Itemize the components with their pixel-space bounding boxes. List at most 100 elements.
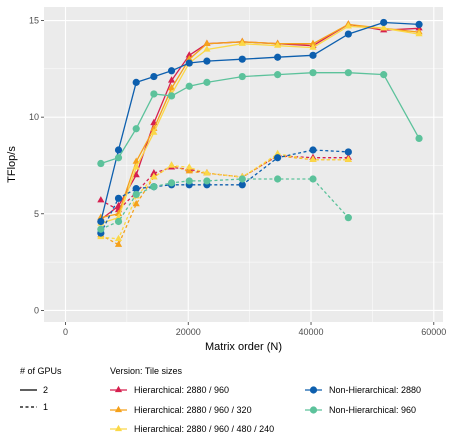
data-point [185, 177, 193, 185]
data-point [203, 45, 211, 52]
data-point [132, 78, 140, 86]
legend-linetype-label: 2 [43, 385, 48, 395]
data-point [309, 146, 317, 154]
x-tick-label: 40000 [299, 327, 324, 337]
data-point [380, 24, 388, 31]
data-point [132, 163, 140, 170]
data-point [97, 159, 105, 168]
data-point [415, 134, 423, 143]
legend: # of GPUs Version: Tile sizes 2 1 Hierarch… [20, 366, 421, 434]
legend-color-marker [309, 386, 318, 394]
data-point [274, 71, 282, 79]
data-point [185, 82, 193, 90]
data-point [167, 76, 176, 83]
data-point [150, 72, 158, 81]
data-point [309, 43, 317, 50]
data-point [344, 155, 352, 162]
data-point [203, 177, 211, 185]
series [97, 175, 352, 233]
legend-color-title: Version: Tile sizes [110, 366, 183, 376]
data-point [274, 175, 282, 183]
data-point [132, 199, 140, 207]
data-point [344, 148, 352, 156]
data-point [97, 196, 105, 203]
data-point [114, 240, 123, 247]
data-point [309, 51, 317, 59]
y-tick-label: 0 [34, 305, 39, 315]
data-point [344, 30, 352, 38]
data-point [167, 84, 176, 91]
data-point [309, 175, 317, 183]
data-point [238, 55, 246, 63]
legend-color-label: Non-Hierarchical: 960 [329, 405, 416, 415]
data-point [185, 163, 193, 170]
legend-linetype-title: # of GPUs [20, 366, 62, 376]
y-tick-label: 10 [29, 112, 39, 122]
axis-ticks: 0 20000 40000 60000 0 5 10 15 [29, 16, 446, 337]
data-point [185, 59, 193, 67]
data-point [309, 155, 317, 162]
data-point [415, 29, 423, 37]
data-point [185, 51, 193, 58]
data-point [150, 183, 158, 191]
data-point [150, 90, 158, 98]
data-point [97, 213, 105, 220]
data-point [238, 181, 246, 189]
series-layer [97, 18, 423, 247]
data-point [274, 53, 282, 61]
data-point [274, 41, 282, 48]
legend-color-marker [309, 406, 318, 414]
data-point [97, 225, 105, 233]
data-point [309, 39, 317, 46]
data-point [114, 217, 123, 226]
data-point [185, 55, 193, 62]
data-point [114, 194, 123, 202]
legend-color-label: Hierarchical: 2880 / 960 / 480 / 240 [134, 424, 274, 434]
data-point [203, 57, 211, 65]
legend-color-label: Non-Hierarchical: 2880 [329, 385, 421, 395]
legend-color-label: Hierarchical: 2880 / 960 [134, 385, 229, 395]
y-tick-label: 15 [29, 16, 39, 26]
data-point [150, 169, 158, 176]
data-point [203, 78, 211, 86]
data-point [114, 146, 123, 154]
data-point [344, 214, 352, 222]
data-point [203, 39, 211, 46]
x-tick-label: 20000 [176, 327, 201, 337]
data-point [274, 149, 282, 157]
data-point [380, 18, 388, 27]
data-point [132, 125, 140, 133]
data-point [114, 154, 123, 162]
data-point [132, 157, 140, 164]
data-point [274, 154, 282, 162]
data-point [132, 170, 140, 178]
data-point [238, 72, 246, 81]
data-point [167, 67, 176, 75]
data-point [150, 172, 158, 180]
data-point [415, 20, 423, 28]
data-point [238, 39, 246, 46]
legend-color-marker [114, 385, 123, 393]
data-point [150, 128, 158, 135]
series [97, 69, 423, 168]
legend-color-label: Hierarchical: 2880 / 960 / 320 [134, 405, 252, 415]
data-point [203, 169, 211, 176]
legend-color-marker [114, 405, 123, 413]
data-point [167, 92, 176, 100]
series [97, 149, 352, 242]
data-point [167, 179, 176, 187]
data-point [97, 217, 105, 226]
series-line [100, 155, 349, 246]
y-tick-label: 5 [34, 209, 39, 219]
y-axis-title: TFlop/s [6, 146, 18, 183]
data-point [132, 185, 140, 193]
data-point [238, 175, 246, 183]
data-point [344, 69, 352, 77]
data-point [167, 161, 176, 168]
legend-color-marker [114, 424, 123, 432]
x-axis-title: Matrix order (N) [205, 341, 282, 353]
x-tick-label: 60000 [421, 327, 446, 337]
data-point [344, 22, 352, 29]
data-point [132, 190, 140, 199]
